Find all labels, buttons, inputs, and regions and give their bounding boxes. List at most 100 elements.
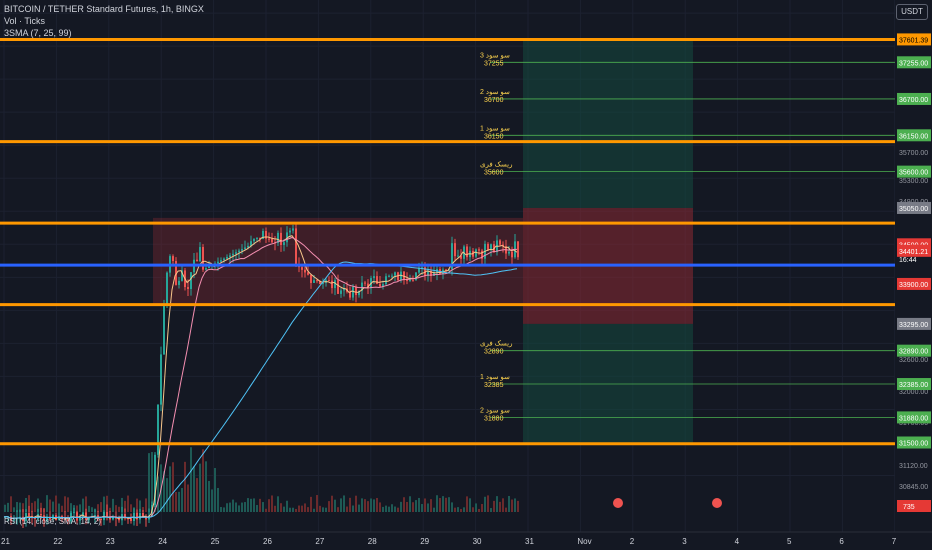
volume-bar [40,502,42,512]
candle-body [244,247,246,250]
volume-bar [352,505,354,512]
candle-body [370,278,372,288]
volume-bar [415,500,417,512]
candle-body [511,251,513,258]
candle-body [322,282,324,285]
candle-body [226,256,228,259]
volume-bar [196,478,198,512]
target-title: سو سود 2 [480,89,510,96]
volume-bar [289,507,291,512]
candle-body [217,261,219,264]
candle-body [127,518,129,520]
volume-bar [448,497,450,512]
volume-bar [202,449,204,512]
symbol-title: BITCOIN / TETHER Standard Futures, 1h, B… [4,4,204,14]
volume-bar [22,503,24,512]
price-tick: 32000.00 [899,389,928,396]
candle-body [349,291,351,298]
price-axis[interactable]: 35700.0035300.0034900.0033200.0032600.00… [895,0,932,550]
candle-body [310,274,312,283]
horizontal-levels[interactable] [0,38,895,446]
candle-body [409,279,411,281]
volume-bar [283,506,285,512]
candle-body [385,276,387,285]
price-tag-label: 35050.00 [899,206,928,213]
candle-body [79,517,81,521]
volume-legend: Vol · Ticks [4,16,46,26]
candle-body [139,513,141,520]
price-tag [897,378,931,391]
candle-body [319,280,321,285]
volume-bar [259,498,261,512]
target-value: 36150 [484,133,504,140]
volume-bar [64,496,66,512]
time-tick: 29 [420,537,429,546]
candle-body [382,284,384,287]
volume-bar [145,498,147,512]
sma-legend: 3SMA (7, 25, 99) [4,28,72,38]
volume-bar [211,489,213,512]
volume-bar [82,498,84,512]
target-title: سو سود 1 [480,125,510,132]
target-title: سو سود 3 [480,52,510,59]
volume-bar [364,499,366,512]
volume-bar [172,462,174,512]
volume-bar [514,498,516,512]
volume-bars [4,447,519,512]
volume-bar [103,496,105,512]
time-tick: 4 [735,537,740,546]
volume-bar [238,505,240,512]
volume-bar [388,506,390,512]
volume-bar [343,495,345,512]
volume-bar [241,502,243,512]
volume-bar [235,502,237,512]
volume-bar [346,506,348,512]
candle-body [301,267,303,270]
volume-bar [313,508,315,512]
candle-body [295,228,297,266]
candle-body [328,280,330,282]
volume-bar [412,502,414,512]
candle-body [232,253,234,256]
volume-bar [184,461,186,512]
volume-bar [223,507,225,512]
candle-body [46,516,48,522]
target-value: 35600 [484,170,504,177]
candle-body [358,290,360,296]
long-target-zone [523,39,693,208]
volume-bar [115,505,117,512]
candle-body [250,241,252,246]
volume-bar [427,503,429,512]
currency-button[interactable]: USDT [896,4,928,20]
volume-bar [304,503,306,512]
candle-body [154,454,156,506]
volume-bar [70,503,72,512]
volume-bar [460,508,462,512]
candle-body [367,283,369,288]
volume-bar [451,502,453,512]
candle-body [286,232,288,243]
time-tick: 6 [839,537,844,546]
time-tick: 28 [368,537,377,546]
volume-bar [334,499,336,512]
volume-bar [124,500,126,512]
price-tag [897,436,931,449]
candle-body [292,228,294,231]
volume-bar [148,453,150,512]
candle-body [343,288,345,291]
volume-bar [187,484,189,512]
time-axis[interactable]: 21 22 23 24 25 26 27 28 29 30 31 Nov 2 3 4 5 6 7 [0,498,932,546]
event-flag-icon [712,498,722,508]
volume-bar [118,506,120,512]
candle-body [58,516,60,521]
time-tick: 27 [315,537,324,546]
candle-body [403,271,405,280]
candle-body [460,255,462,259]
volume-bar [229,502,231,512]
volume-bar [502,498,504,512]
volume-bar [325,507,327,512]
price-tick: 30845.00 [899,484,928,491]
volume-bar [505,507,507,512]
candle-body [406,279,408,281]
